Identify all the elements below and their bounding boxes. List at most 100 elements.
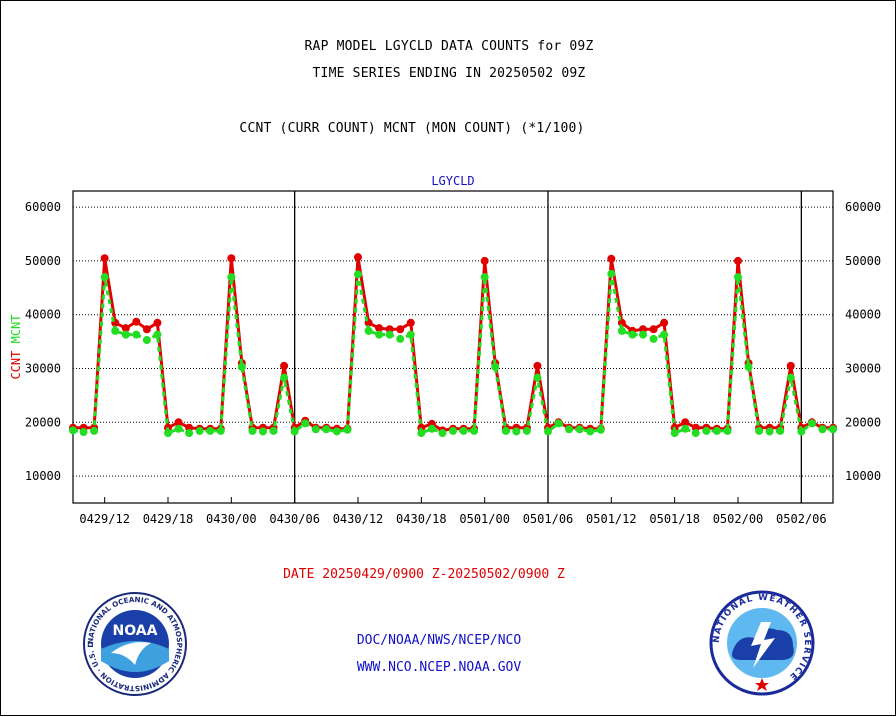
- y-tick-label-left: 30000: [25, 362, 61, 376]
- data-point-mcnt: [459, 426, 468, 435]
- data-point-ccnt: [480, 256, 489, 265]
- data-point-ccnt: [396, 325, 405, 334]
- y-axis-label-mcnt: MCNT: [9, 314, 23, 343]
- data-point-mcnt: [712, 426, 721, 435]
- x-tick-label: 0501/06: [523, 512, 574, 526]
- data-point-mcnt: [142, 336, 151, 345]
- y-tick-label-right: 10000: [845, 469, 881, 483]
- data-point-mcnt: [111, 326, 120, 335]
- data-point-ccnt: [121, 324, 130, 333]
- plot-border: [72, 190, 834, 504]
- data-point-ccnt: [533, 361, 542, 370]
- data-point-mcnt: [79, 427, 88, 436]
- data-point-mcnt: [755, 426, 764, 435]
- data-point-mcnt: [438, 429, 447, 438]
- data-point-mcnt: [744, 362, 753, 371]
- data-point-mcnt: [522, 426, 531, 435]
- y-tick-label-right: 40000: [845, 308, 881, 322]
- data-point-mcnt: [90, 426, 99, 435]
- data-point-mcnt: [554, 419, 563, 428]
- data-point-ccnt: [227, 254, 236, 263]
- x-tick-label: 0502/00: [713, 512, 764, 526]
- data-point-mcnt: [639, 330, 647, 339]
- data-point-mcnt: [681, 424, 690, 433]
- x-tick-label: 0430/18: [396, 512, 447, 526]
- data-point-mcnt: [280, 373, 289, 382]
- data-point-mcnt: [586, 427, 595, 436]
- y-tick-label-left: 60000: [25, 200, 61, 214]
- data-point-ccnt: [649, 325, 658, 334]
- data-point-mcnt: [691, 429, 700, 438]
- panel-title: LGYCLD: [431, 174, 474, 188]
- svg-text:NOAA: NOAA: [113, 623, 158, 639]
- data-point-mcnt: [195, 426, 204, 435]
- data-point-mcnt: [206, 426, 215, 435]
- y-tick-label-right: 50000: [845, 254, 881, 268]
- data-point-ccnt: [375, 324, 384, 333]
- data-point-mcnt: [533, 373, 542, 382]
- data-point-mcnt: [301, 419, 310, 428]
- website-link[interactable]: WWW.NCO.NCEP.NOAA.GOV: [356, 660, 522, 675]
- chart-title-line-1: RAP MODEL LGYCLD DATA COUNTS for 09Z: [304, 39, 594, 54]
- x-tick-label: 0429/12: [79, 512, 130, 526]
- y-axis-label: CCNT MCNT: [9, 314, 23, 379]
- y-tick-label-left: 40000: [25, 308, 61, 322]
- noaa-logo: NATIONAL OCEANIC AND ATMOSPHERIC ADMINIS…: [81, 591, 187, 696]
- data-point-mcnt: [100, 273, 109, 282]
- data-point-mcnt: [649, 334, 658, 343]
- data-point-mcnt: [734, 273, 742, 282]
- data-point-mcnt: [565, 425, 574, 434]
- data-point-mcnt: [512, 427, 521, 436]
- data-point-mcnt: [332, 427, 341, 436]
- y-tick-label-right: 20000: [845, 415, 881, 429]
- data-point-mcnt: [259, 427, 267, 436]
- data-point-ccnt: [734, 256, 742, 265]
- data-point-mcnt: [628, 330, 637, 339]
- data-point-mcnt: [702, 426, 711, 435]
- x-tick-label: 0429/18: [143, 512, 194, 526]
- data-point-mcnt: [185, 429, 194, 438]
- data-point-ccnt: [607, 254, 616, 263]
- series-line-ccnt: [73, 256, 833, 432]
- x-tick-label: 0430/12: [333, 512, 384, 526]
- data-point-mcnt: [449, 426, 457, 435]
- x-tick-label: 0501/00: [459, 512, 510, 526]
- data-point-mcnt: [248, 426, 257, 435]
- data-point-mcnt: [818, 425, 827, 434]
- data-point-ccnt: [132, 317, 141, 326]
- data-point-mcnt: [470, 426, 479, 435]
- data-point-ccnt: [100, 254, 109, 263]
- x-tick-label: 0502/06: [776, 512, 827, 526]
- x-tick-label: 0501/18: [649, 512, 700, 526]
- data-point-mcnt: [164, 429, 172, 438]
- chart-title-line-2: TIME SERIES ENDING IN 20250502 09Z: [312, 66, 586, 81]
- data-point-mcnt: [480, 273, 489, 282]
- data-point-mcnt: [723, 426, 732, 435]
- data-point-ccnt: [786, 361, 795, 370]
- y-tick-label-left: 20000: [25, 415, 61, 429]
- data-point-ccnt: [681, 418, 690, 427]
- data-point-mcnt: [322, 425, 331, 434]
- org-path-link[interactable]: DOC/NOAA/NWS/NCEP/NCO: [356, 633, 522, 648]
- data-point-ccnt: [280, 361, 289, 370]
- y-tick-label-left: 50000: [25, 254, 61, 268]
- data-point-mcnt: [575, 425, 584, 434]
- y-tick-label-right: 60000: [845, 200, 881, 214]
- data-point-mcnt: [269, 426, 278, 435]
- data-point-mcnt: [237, 362, 246, 371]
- data-point-mcnt: [670, 429, 679, 438]
- data-point-mcnt: [797, 427, 806, 436]
- chart-subtitle: CCNT (CURR COUNT) MCNT (MON COUNT) (*1/1…: [239, 121, 585, 136]
- data-point-mcnt: [311, 425, 320, 434]
- y-tick-label-right: 30000: [845, 362, 881, 376]
- data-point-mcnt: [354, 270, 362, 279]
- data-point-ccnt: [354, 253, 362, 262]
- data-point-mcnt: [765, 427, 774, 436]
- data-point-mcnt: [69, 426, 77, 435]
- data-point-mcnt: [132, 330, 141, 339]
- data-point-mcnt: [501, 426, 510, 435]
- data-point-mcnt: [491, 362, 500, 371]
- data-point-mcnt: [807, 419, 816, 428]
